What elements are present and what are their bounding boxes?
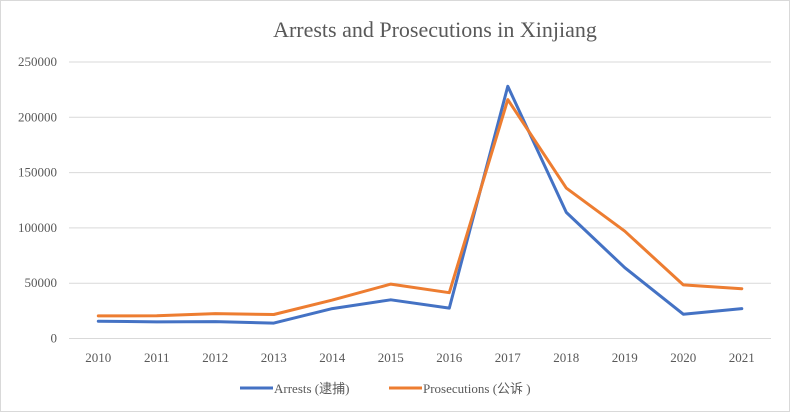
x-tick-label: 2012 [202,350,228,365]
y-tick-label: 250000 [18,54,57,69]
legend-label-0: Arrests (逮捕) [274,381,349,396]
x-tick-label: 2015 [378,350,404,365]
chart-title: Arrests and Prosecutions in Xinjiang [273,17,597,42]
x-tick-label: 2011 [144,350,170,365]
x-tick-label: 2021 [729,350,755,365]
y-tick-label: 0 [51,331,58,346]
x-tick-label: 2013 [261,350,287,365]
y-tick-label: 200000 [18,109,57,124]
y-tick-label: 150000 [18,165,57,180]
y-tick-label: 50000 [25,275,58,290]
x-tick-label: 2019 [612,350,638,365]
series-line-0 [96,84,744,325]
x-tick-label: 2017 [495,350,522,365]
x-tick-label: 2010 [85,350,111,365]
y-tick-label: 100000 [18,220,57,235]
series-line-1 [96,98,744,318]
x-tick-label: 2018 [553,350,579,365]
legend-label-1: Prosecutions (公诉 ) [423,381,531,396]
x-tick-label: 2016 [436,350,463,365]
x-tick-label: 2014 [319,350,346,365]
x-tick-label: 2020 [670,350,696,365]
